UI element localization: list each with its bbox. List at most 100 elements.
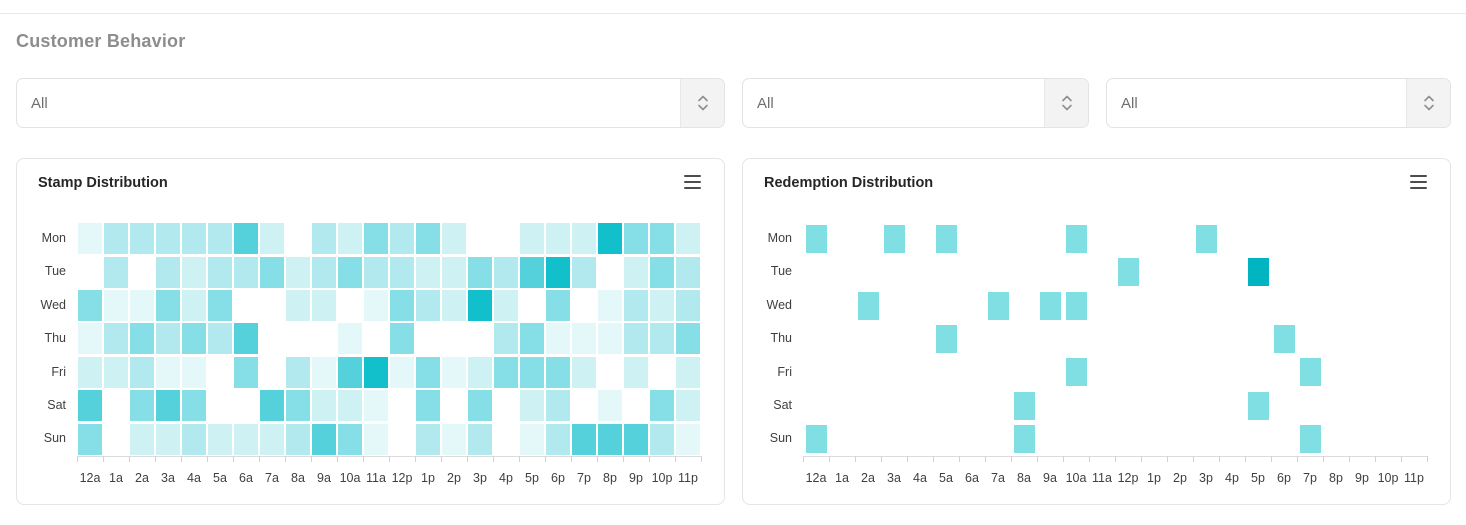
heatmap-cell[interactable] [129, 323, 155, 355]
heatmap-cell[interactable] [181, 390, 207, 422]
heatmap-cell[interactable] [103, 290, 129, 321]
heatmap-cell[interactable] [675, 356, 701, 388]
heatmap-cell[interactable] [77, 290, 103, 321]
filter-select-3[interactable]: All [1106, 78, 1451, 128]
heatmap-cell[interactable] [1065, 224, 1087, 253]
heatmap-cell[interactable] [207, 323, 233, 355]
heatmap-cell[interactable] [545, 390, 571, 422]
heatmap-cell[interactable] [363, 290, 389, 321]
heatmap-cell[interactable] [389, 290, 415, 321]
heatmap-cell[interactable] [233, 256, 259, 288]
heatmap-cell[interactable] [181, 256, 207, 288]
heatmap-cell[interactable] [545, 223, 571, 255]
heatmap-cell[interactable] [1065, 358, 1087, 387]
heatmap-cell[interactable] [987, 291, 1009, 320]
heatmap-cell[interactable] [285, 356, 311, 388]
heatmap-cell[interactable] [77, 423, 103, 455]
heatmap-cell[interactable] [77, 390, 103, 422]
heatmap-cell[interactable] [155, 423, 181, 455]
heatmap-cell[interactable] [259, 256, 285, 288]
heatmap-cell[interactable] [77, 356, 103, 388]
heatmap-cell[interactable] [233, 423, 259, 455]
heatmap-cell[interactable] [1013, 391, 1035, 420]
heatmap-cell[interactable] [441, 256, 467, 288]
heatmap-cell[interactable] [1013, 425, 1035, 454]
heatmap-cell[interactable] [181, 323, 207, 355]
heatmap-cell[interactable] [545, 423, 571, 455]
heatmap-cell[interactable] [207, 256, 233, 288]
heatmap-cell[interactable] [337, 323, 363, 355]
heatmap-cell[interactable] [233, 323, 259, 355]
heatmap-cell[interactable] [311, 256, 337, 288]
heatmap-cell[interactable] [1299, 358, 1321, 387]
heatmap-cell[interactable] [675, 290, 701, 321]
heatmap-cell[interactable] [1065, 291, 1087, 320]
heatmap-cell[interactable] [103, 223, 129, 255]
heatmap-cell[interactable] [597, 290, 623, 321]
heatmap-cell[interactable] [571, 423, 597, 455]
heatmap-cell[interactable] [389, 223, 415, 255]
heatmap-cell[interactable] [857, 291, 879, 320]
heatmap-cell[interactable] [389, 256, 415, 288]
heatmap-cell[interactable] [337, 256, 363, 288]
heatmap-cell[interactable] [1299, 425, 1321, 454]
heatmap-cell[interactable] [1247, 258, 1269, 287]
heatmap-cell[interactable] [1039, 291, 1061, 320]
heatmap-cell[interactable] [623, 256, 649, 288]
heatmap-cell[interactable] [415, 256, 441, 288]
heatmap-cell[interactable] [649, 390, 675, 422]
heatmap-cell[interactable] [1273, 324, 1295, 353]
heatmap-cell[interactable] [935, 324, 957, 353]
heatmap-cell[interactable] [493, 356, 519, 388]
heatmap-cell[interactable] [649, 323, 675, 355]
heatmap-cell[interactable] [311, 290, 337, 321]
heatmap-cell[interactable] [415, 223, 441, 255]
heatmap-cell[interactable] [597, 223, 623, 255]
heatmap-cell[interactable] [415, 356, 441, 388]
heatmap-cell[interactable] [285, 390, 311, 422]
heatmap-cell[interactable] [259, 423, 285, 455]
heatmap-cell[interactable] [571, 323, 597, 355]
heatmap-cell[interactable] [337, 423, 363, 455]
heatmap-cell[interactable] [181, 423, 207, 455]
heatmap-cell[interactable] [623, 356, 649, 388]
heatmap-cell[interactable] [1195, 224, 1217, 253]
heatmap-cell[interactable] [233, 223, 259, 255]
heatmap-cell[interactable] [545, 323, 571, 355]
heatmap-cell[interactable] [623, 223, 649, 255]
heatmap-cell[interactable] [181, 290, 207, 321]
heatmap-cell[interactable] [519, 223, 545, 255]
heatmap-cell[interactable] [675, 323, 701, 355]
heatmap-cell[interactable] [519, 356, 545, 388]
heatmap-cell[interactable] [571, 223, 597, 255]
heatmap-cell[interactable] [597, 390, 623, 422]
heatmap-cell[interactable] [441, 290, 467, 321]
heatmap-cell[interactable] [363, 423, 389, 455]
heatmap-cell[interactable] [623, 423, 649, 455]
heatmap-cell[interactable] [623, 290, 649, 321]
heatmap-cell[interactable] [129, 356, 155, 388]
heatmap-cell[interactable] [493, 256, 519, 288]
heatmap-cell[interactable] [805, 224, 827, 253]
heatmap-cell[interactable] [103, 323, 129, 355]
heatmap-cell[interactable] [649, 223, 675, 255]
heatmap-cell[interactable] [519, 323, 545, 355]
heatmap-cell[interactable] [415, 290, 441, 321]
heatmap-cell[interactable] [311, 390, 337, 422]
heatmap-cell[interactable] [337, 223, 363, 255]
heatmap-cell[interactable] [181, 356, 207, 388]
heatmap-cell[interactable] [207, 423, 233, 455]
heatmap-cell[interactable] [467, 290, 493, 321]
heatmap-cell[interactable] [935, 224, 957, 253]
heatmap-cell[interactable] [207, 290, 233, 321]
heatmap-cell[interactable] [129, 290, 155, 321]
heatmap-cell[interactable] [389, 323, 415, 355]
heatmap-cell[interactable] [389, 356, 415, 388]
heatmap-cell[interactable] [597, 423, 623, 455]
heatmap-cell[interactable] [571, 256, 597, 288]
heatmap-cell[interactable] [363, 256, 389, 288]
heatmap-cell[interactable] [493, 323, 519, 355]
heatmap-cell[interactable] [675, 390, 701, 422]
heatmap-cell[interactable] [623, 323, 649, 355]
heatmap-cell[interactable] [415, 423, 441, 455]
